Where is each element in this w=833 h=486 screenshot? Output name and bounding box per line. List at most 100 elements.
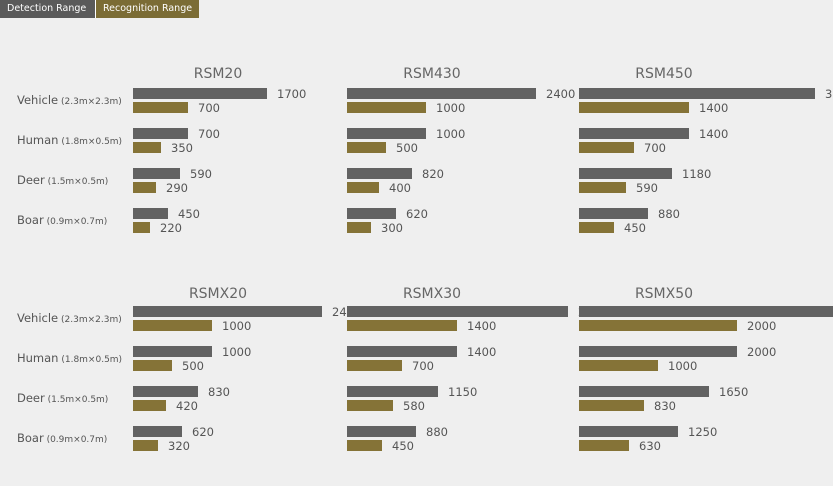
- rsm450-detection-bar: [579, 128, 689, 139]
- rsm430-recognition-bar: [347, 102, 426, 113]
- rsmx30-recognition-bar: [347, 320, 457, 331]
- rsm20-recognition-bar: [133, 182, 156, 193]
- rsm450-title: RSM450: [635, 66, 692, 82]
- rsmx50-detection-bar: [579, 386, 709, 397]
- rsm450-detection-value: 3000: [825, 87, 833, 101]
- rsm450-detection-value: 1180: [682, 167, 711, 181]
- rsmx30-detection-bar: [347, 426, 416, 437]
- rsm20-recognition-value: 220: [160, 221, 182, 235]
- category-label: Human (1.8m×0.5m): [17, 351, 122, 365]
- rsm430-detection-value: 620: [406, 207, 428, 221]
- rsmx30-recognition-bar: [347, 400, 393, 411]
- rsm450-recognition-bar: [579, 102, 689, 113]
- rsm450-recognition-bar: [579, 182, 626, 193]
- rsm430-detection-bar: [347, 208, 396, 219]
- rsm20-detection-value: 450: [178, 207, 200, 221]
- rsmx20-detection-bar: [133, 346, 212, 357]
- rsmx30-recognition-value: 580: [403, 399, 425, 413]
- rsmx50-title: RSMX50: [635, 286, 693, 302]
- rsmx20-detection-bar: [133, 306, 322, 317]
- rsmx50-detection-value: 1250: [688, 425, 717, 439]
- rsmx50-detection-bar: [579, 346, 737, 357]
- rsm20-recognition-value: 290: [166, 181, 188, 195]
- rsm430-title: RSM430: [403, 66, 460, 82]
- rsm20-recognition-value: 350: [171, 141, 193, 155]
- rsmx20-recognition-value: 420: [176, 399, 198, 413]
- rsm20-recognition-bar: [133, 102, 188, 113]
- category-label: Deer (1.5m×0.5m): [17, 173, 108, 187]
- rsmx30-detection-value: 880: [426, 425, 448, 439]
- rsmx20-recognition-bar: [133, 440, 158, 451]
- category-label: Vehicle (2.3m×2.3m): [17, 93, 122, 107]
- rsm430-detection-bar: [347, 88, 536, 99]
- rsmx30-detection-bar: [347, 386, 438, 397]
- rsm430-recognition-value: 400: [389, 181, 411, 195]
- rsmx50-recognition-value: 2000: [747, 319, 776, 333]
- rsmx50-detection-bar: [579, 306, 833, 317]
- rsm20-detection-bar: [133, 208, 168, 219]
- range-tabs: Detection Range Recognition Range: [0, 0, 199, 18]
- rsm430-detection-bar: [347, 128, 426, 139]
- rsmx50-recognition-value: 830: [654, 399, 676, 413]
- rsmx20-detection-bar: [133, 426, 182, 437]
- category-label: Deer (1.5m×0.5m): [17, 391, 108, 405]
- rsm430-detection-value: 820: [422, 167, 444, 181]
- category-label: Boar (0.9m×0.7m): [17, 213, 107, 227]
- rsm430-recognition-value: 1000: [436, 101, 465, 115]
- rsm20-detection-value: 1700: [277, 87, 306, 101]
- category-label: Human (1.8m×0.5m): [17, 133, 122, 147]
- rsmx20-recognition-value: 1000: [222, 319, 251, 333]
- rsmx50-detection-value: 1650: [719, 385, 748, 399]
- rsmx50-detection-value: 2000: [747, 345, 776, 359]
- rsm450-recognition-bar: [579, 222, 614, 233]
- rsmx50-recognition-bar: [579, 360, 658, 371]
- rsmx30-detection-bar: [347, 346, 457, 357]
- rsmx50-recognition-bar: [579, 320, 737, 331]
- rsmx20-detection-value: 1000: [222, 345, 251, 359]
- rsm450-recognition-bar: [579, 142, 634, 153]
- rsm20-detection-bar: [133, 168, 180, 179]
- rsm450-detection-bar: [579, 208, 648, 219]
- rsm20-detection-value: 590: [190, 167, 212, 181]
- rsm430-recognition-bar: [347, 182, 379, 193]
- rsm430-recognition-bar: [347, 142, 386, 153]
- rsm430-recognition-value: 300: [381, 221, 403, 235]
- rsmx30-detection-bar: [347, 306, 568, 317]
- rsmx30-recognition-value: 450: [392, 439, 414, 453]
- rsmx30-detection-value: 1150: [448, 385, 477, 399]
- rsm20-detection-bar: [133, 128, 188, 139]
- rsmx20-detection-bar: [133, 386, 198, 397]
- rsm450-detection-bar: [579, 168, 672, 179]
- rsm450-detection-value: 880: [658, 207, 680, 221]
- rsmx20-title: RSMX20: [189, 286, 247, 302]
- rsm430-recognition-value: 500: [396, 141, 418, 155]
- rsmx30-title: RSMX30: [403, 286, 461, 302]
- rsm450-detection-value: 1400: [699, 127, 728, 141]
- rsmx20-recognition-value: 320: [168, 439, 190, 453]
- rsmx30-recognition-bar: [347, 360, 402, 371]
- rsmx50-recognition-bar: [579, 440, 629, 451]
- rsmx50-recognition-bar: [579, 400, 644, 411]
- tab-detection-range[interactable]: Detection Range: [0, 0, 96, 18]
- rsm430-detection-value: 1000: [436, 127, 465, 141]
- rsmx30-recognition-bar: [347, 440, 382, 451]
- rsmx20-recognition-bar: [133, 360, 172, 371]
- rsm430-detection-value: 2400: [546, 87, 575, 101]
- rsm450-recognition-value: 450: [624, 221, 646, 235]
- rsmx30-recognition-value: 700: [412, 359, 434, 373]
- rsm430-detection-bar: [347, 168, 412, 179]
- rsmx30-recognition-value: 1400: [467, 319, 496, 333]
- category-label: Vehicle (2.3m×2.3m): [17, 311, 122, 325]
- rsmx20-detection-value: 830: [208, 385, 230, 399]
- category-label: Boar (0.9m×0.7m): [17, 431, 107, 445]
- rsm20-detection-bar: [133, 88, 267, 99]
- rsm20-recognition-value: 700: [198, 101, 220, 115]
- rsm20-title: RSM20: [194, 66, 243, 82]
- rsm450-recognition-value: 590: [636, 181, 658, 195]
- rsm20-detection-value: 700: [198, 127, 220, 141]
- tab-recognition-range[interactable]: Recognition Range: [96, 0, 199, 18]
- rsmx20-detection-value: 620: [192, 425, 214, 439]
- rsm430-recognition-bar: [347, 222, 371, 233]
- rsmx20-recognition-value: 500: [182, 359, 204, 373]
